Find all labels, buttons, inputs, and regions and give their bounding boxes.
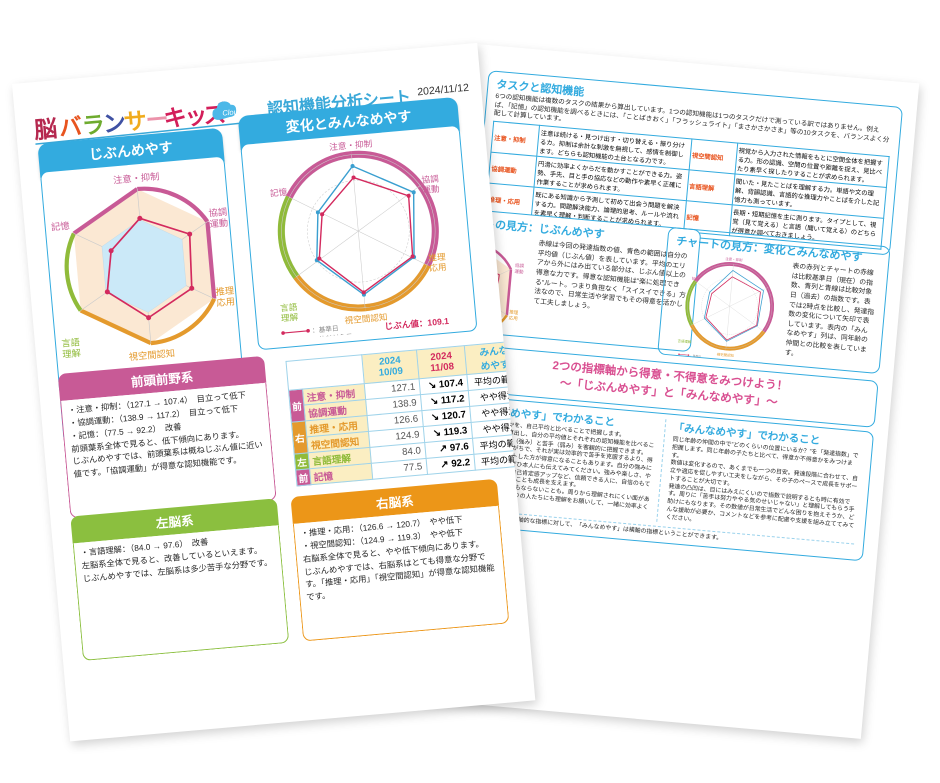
svg-text:応用: 応用	[429, 261, 447, 273]
svg-text:脳: 脳	[33, 115, 58, 143]
svg-text:：基準日: ：基準日	[311, 324, 338, 335]
svg-text:記憶: 記憶	[50, 220, 69, 233]
svg-text:じぶん値：109.1: じぶん値：109.1	[384, 315, 450, 332]
svg-text:運動: 運動	[209, 218, 228, 230]
svg-text:：基準日: ：基準日	[690, 354, 701, 359]
svg-text:応用: 応用	[508, 315, 518, 323]
svg-text:視空間認知: 視空間認知	[716, 352, 734, 359]
svg-text:視空間認知: 視空間認知	[344, 311, 388, 326]
svg-text:理解: 理解	[280, 311, 299, 324]
svg-text:バ: バ	[58, 113, 83, 141]
svg-text:注意・抑制: 注意・抑制	[725, 256, 743, 263]
svg-text:視空間認知: 視空間認知	[128, 347, 175, 362]
svg-text:理解: 理解	[62, 347, 81, 360]
svg-text:記憶: 記憶	[269, 186, 288, 199]
svg-text:運動: 運動	[514, 268, 524, 276]
svg-text:：比較対象日: ：比較対象日	[689, 358, 706, 363]
svg-text:注意・抑制: 注意・抑制	[112, 171, 159, 186]
svg-text:運動: 運動	[422, 184, 440, 196]
svg-text:言語理解: 言語理解	[677, 338, 692, 344]
svg-text:応用: 応用	[216, 296, 235, 309]
svg-text:言語: 言語	[61, 336, 80, 349]
svg-text:サ: サ	[122, 107, 147, 135]
svg-text:注意・抑制: 注意・抑制	[329, 138, 373, 153]
svg-text:協調: 協調	[208, 206, 227, 219]
svg-text:推理: 推理	[215, 285, 234, 298]
